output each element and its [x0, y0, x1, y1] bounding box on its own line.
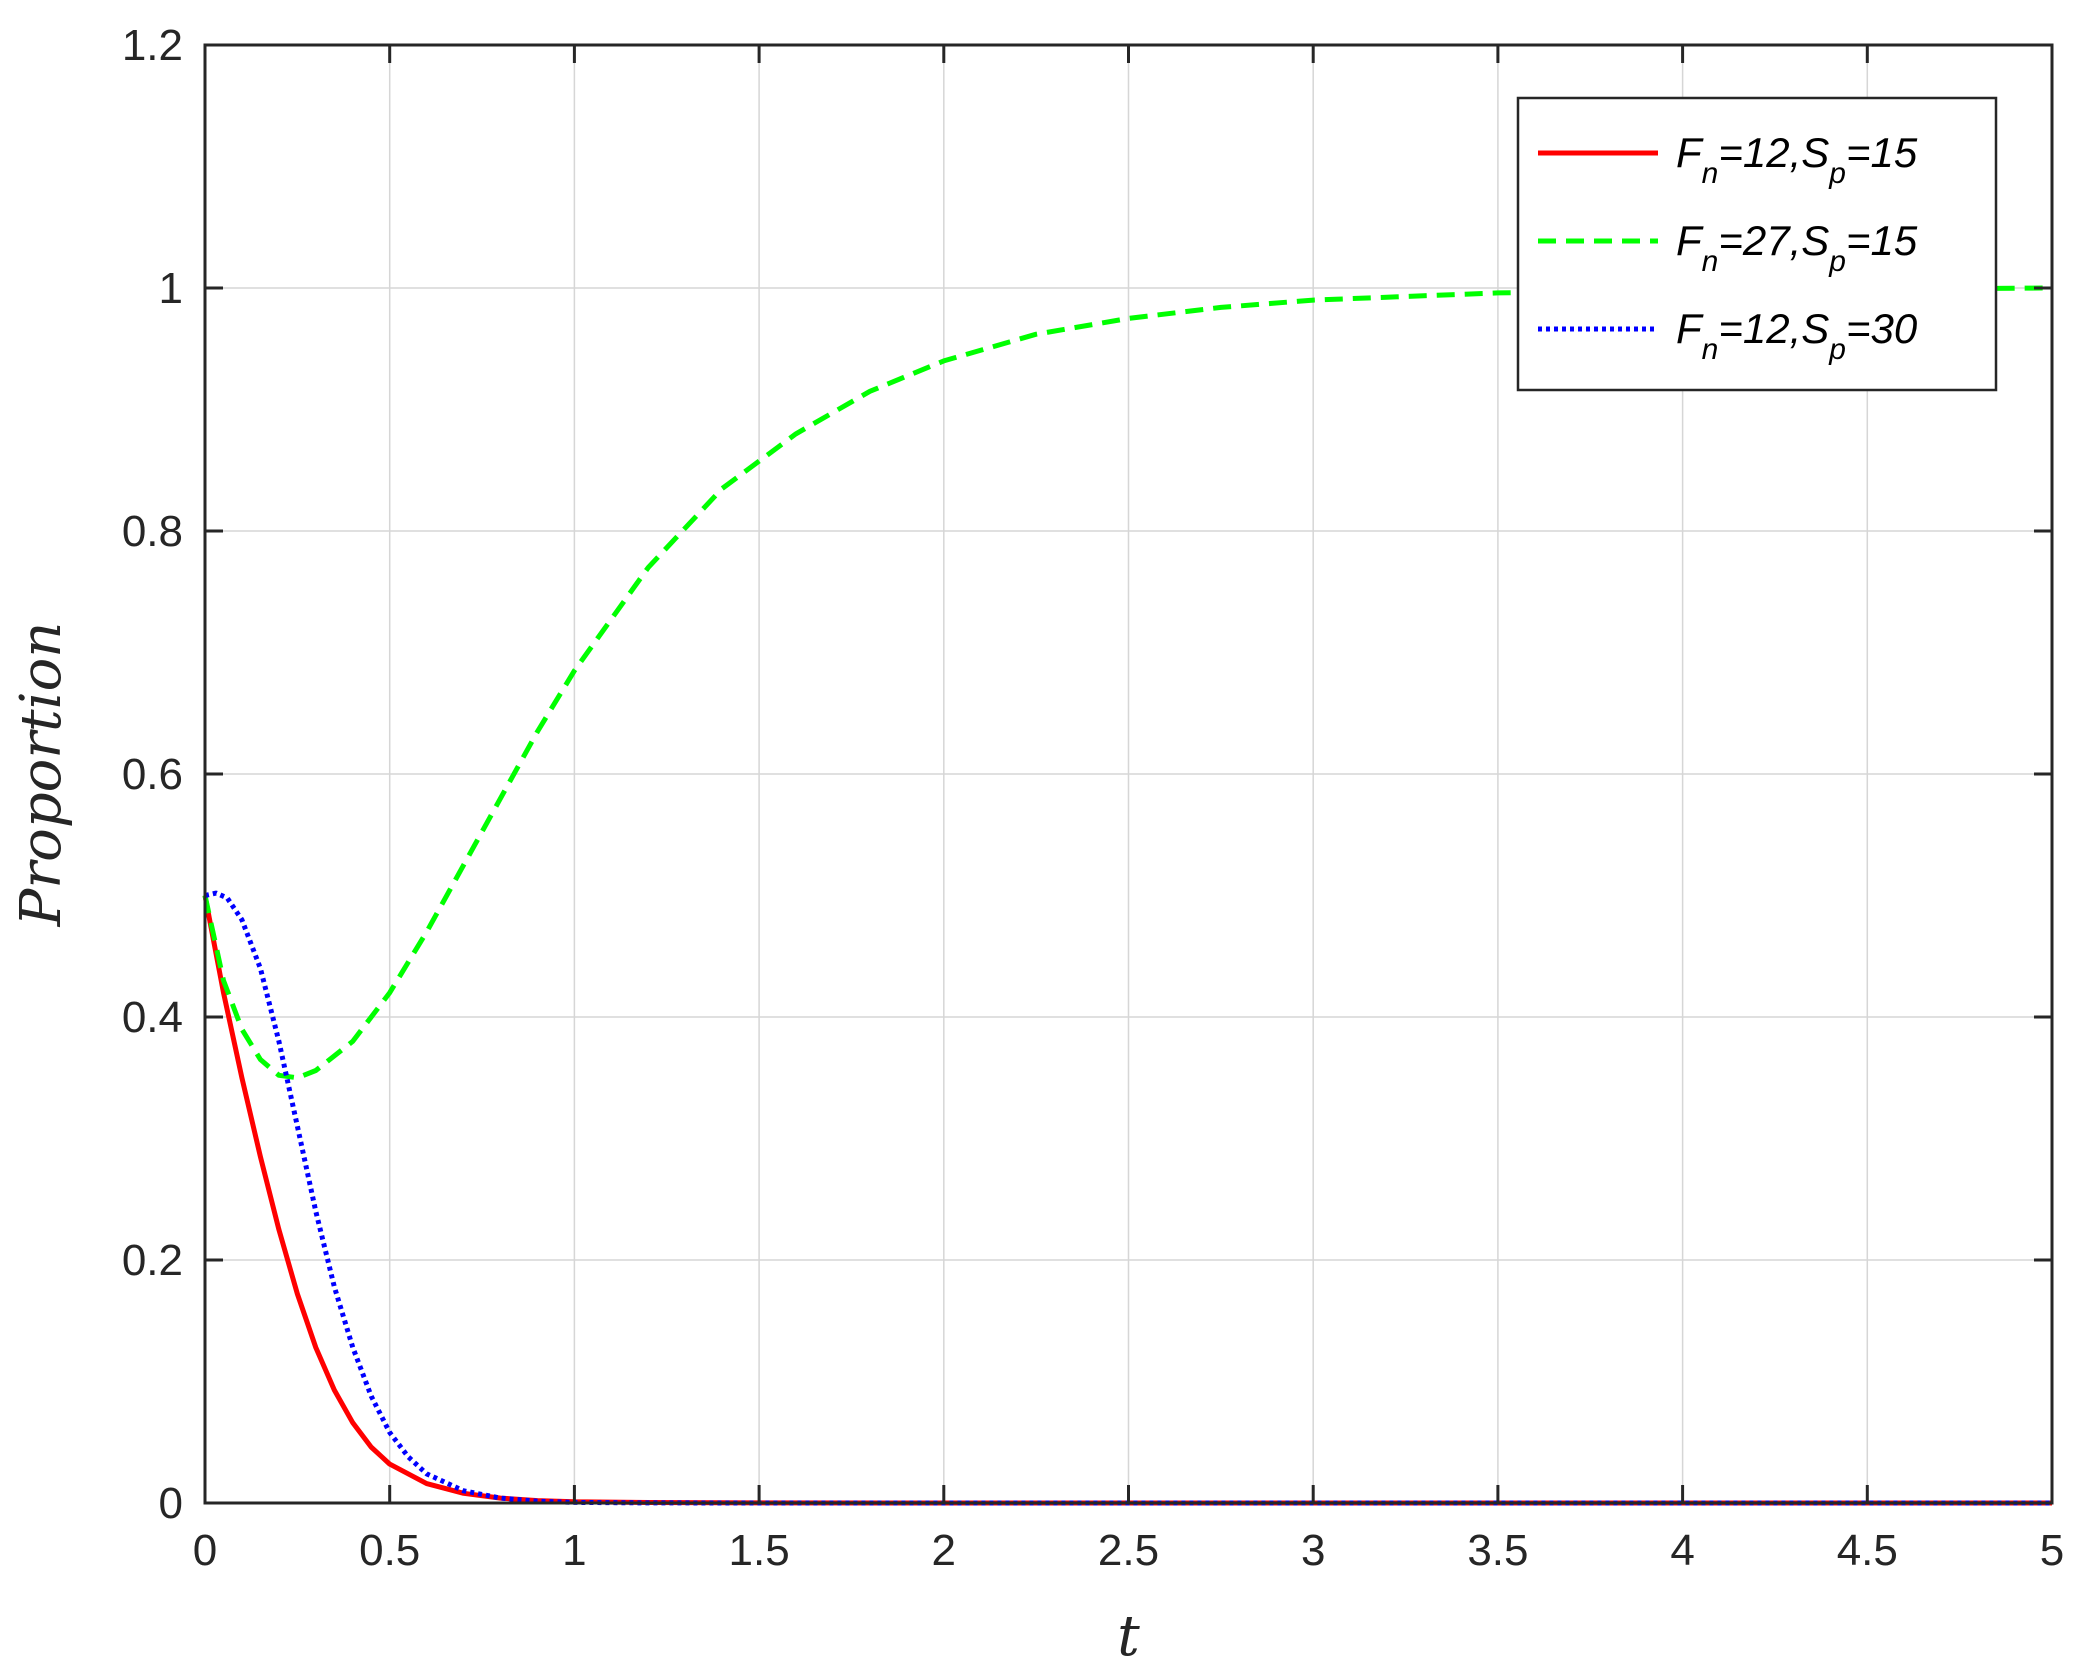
x-tick-label: 3: [1301, 1526, 1325, 1575]
y-axis-label: Proportion: [9, 622, 74, 928]
x-tick-label: 2: [932, 1526, 956, 1575]
y-tick-label: 1.2: [122, 21, 183, 70]
x-tick-label: 1.5: [729, 1526, 790, 1575]
legend-label: Fn=27,Sp=15: [1676, 217, 1918, 278]
x-tick-label: 1: [562, 1526, 586, 1575]
x-tick-label: 0: [193, 1526, 217, 1575]
y-tick-label: 1: [159, 264, 183, 313]
x-tick-label: 3.5: [1467, 1526, 1528, 1575]
y-tick-label: 0.8: [122, 507, 183, 556]
y-tick-label: 0: [159, 1479, 183, 1528]
x-tick-label: 4.5: [1837, 1526, 1898, 1575]
legend-box: [1516, 96, 1998, 392]
x-axis-label: t: [1117, 1604, 1140, 1669]
y-tick-labels: 0 0.2 0.4 0.6 0.8 1 1.2: [122, 21, 183, 1528]
y-tick-label: 0.4: [122, 993, 183, 1042]
x-tick-label: 0.5: [359, 1526, 420, 1575]
y-tick-label: 0.6: [122, 750, 183, 799]
x-tick-label: 5: [2040, 1526, 2064, 1575]
legend: Fn=12,Sp=15 Fn=27,Sp=15 Fn=12,Sp=30: [1516, 96, 1998, 392]
legend-label: Fn=12,Sp=30: [1676, 305, 1918, 366]
x-tick-label: 4: [1670, 1526, 1694, 1575]
x-tick-label: 2.5: [1098, 1526, 1159, 1575]
series-line-2: [202, 285, 2053, 1081]
x-tick-labels: 0 0.5 1 1.5 2 2.5 3 3.5 4 4.5 5: [193, 1526, 2064, 1575]
ticks: [203, 43, 2054, 1505]
y-tick-label: 0.2: [122, 1236, 183, 1285]
legend-label: Fn=12,Sp=15: [1676, 129, 1918, 190]
